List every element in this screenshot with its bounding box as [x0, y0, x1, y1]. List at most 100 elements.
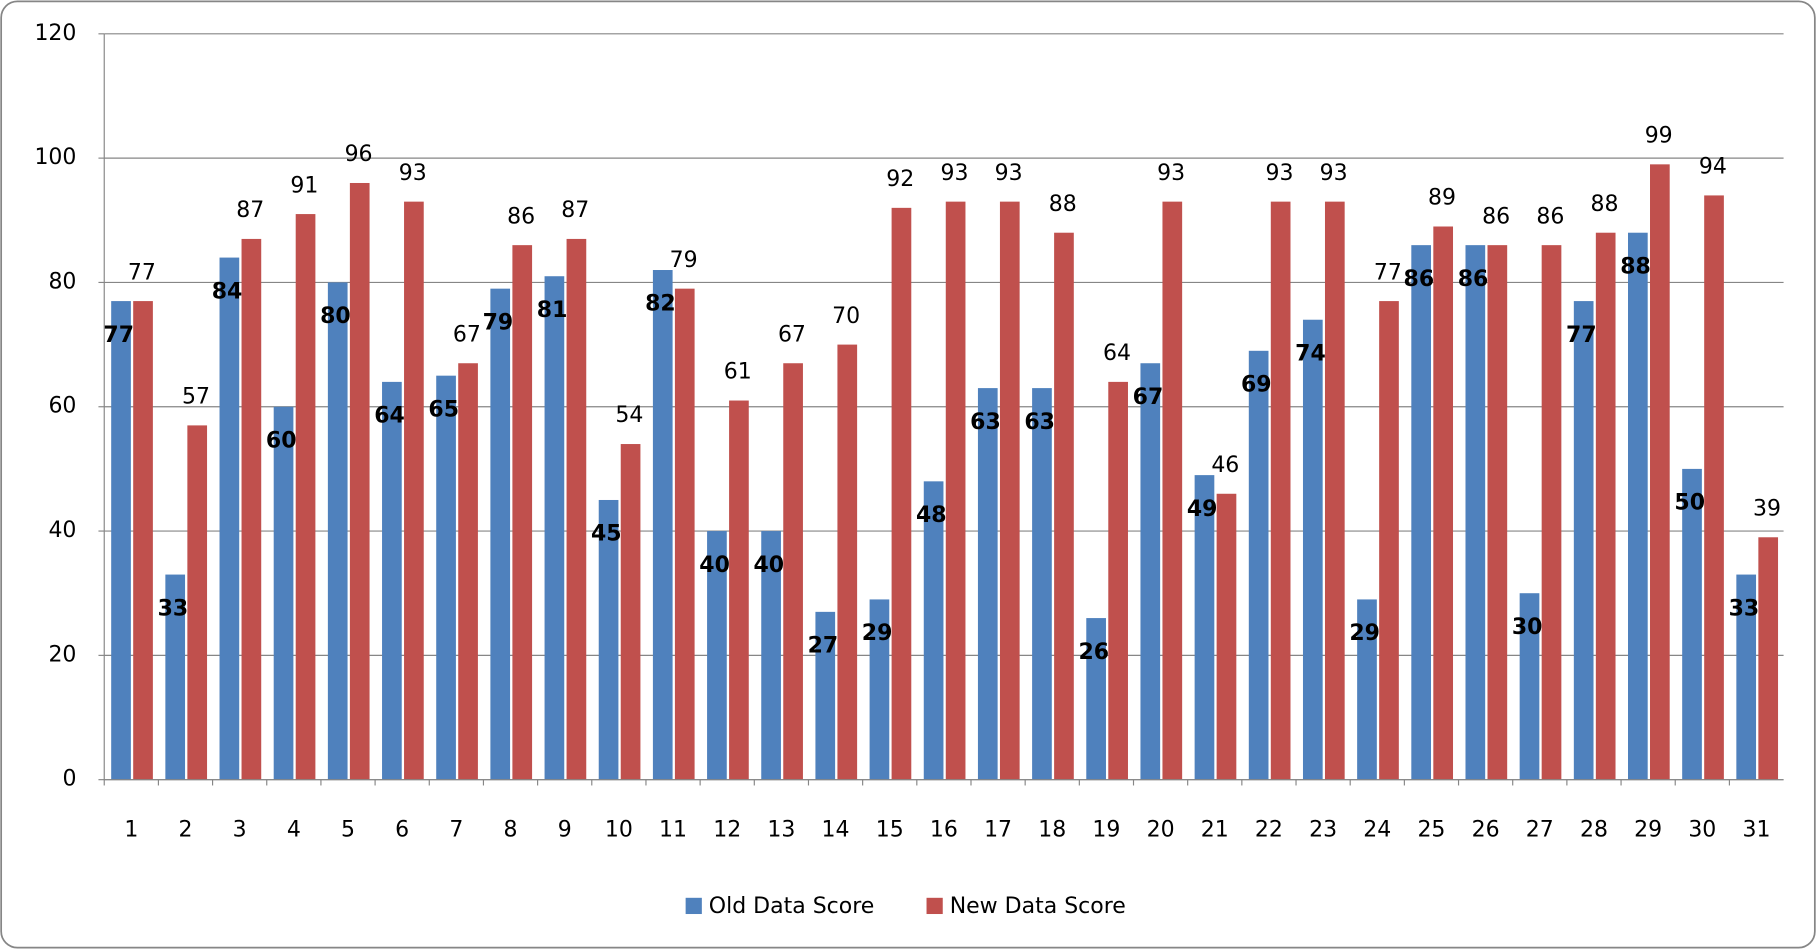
- x-tick-label: 18: [1038, 818, 1066, 843]
- bar: [165, 574, 186, 780]
- bar: [490, 288, 511, 780]
- bar: [241, 238, 262, 780]
- data-label: 54: [615, 403, 643, 428]
- data-label: 96: [345, 142, 373, 167]
- bar: [620, 444, 641, 780]
- bar: [566, 238, 587, 780]
- data-label: 70: [832, 304, 860, 329]
- data-label: 93: [1157, 161, 1185, 186]
- bar: [404, 201, 424, 780]
- data-label: 79: [670, 248, 698, 273]
- y-tick-label: 0: [62, 767, 76, 792]
- y-tick-label: 80: [48, 269, 76, 294]
- bar: [869, 599, 890, 780]
- data-label: 86: [1536, 204, 1564, 229]
- x-tick-label: 9: [558, 818, 572, 843]
- data-label: 88: [1591, 192, 1619, 217]
- x-tick-label: 31: [1742, 818, 1770, 843]
- x-tick-label: 21: [1201, 818, 1229, 843]
- bar: [923, 481, 944, 780]
- x-tick-label: 10: [605, 818, 633, 843]
- data-label: 77: [103, 323, 134, 348]
- data-label: 69: [1241, 373, 1272, 398]
- data-label: 93: [399, 161, 427, 186]
- data-label: 57: [182, 385, 210, 410]
- data-label: 86: [1404, 267, 1435, 292]
- legend-label: Old Data Score: [709, 894, 875, 919]
- data-label: 79: [483, 310, 514, 335]
- x-tick-label: 30: [1688, 818, 1716, 843]
- y-tick-label: 20: [48, 642, 76, 667]
- bar: [436, 375, 456, 780]
- bar: [1487, 245, 1508, 780]
- bar: [652, 270, 673, 780]
- x-tick-label: 25: [1417, 818, 1445, 843]
- data-label: 99: [1645, 124, 1673, 149]
- bar: [761, 531, 781, 780]
- data-label: 87: [236, 198, 264, 223]
- data-label: 82: [645, 292, 676, 317]
- x-tick-label: 22: [1255, 818, 1283, 843]
- bar: [707, 531, 727, 780]
- x-tick-label: 23: [1309, 818, 1337, 843]
- bar: [1758, 537, 1779, 780]
- x-tick-label: 13: [767, 818, 795, 843]
- x-tick-label: 4: [287, 818, 301, 843]
- data-label: 45: [591, 522, 622, 547]
- data-label: 87: [561, 198, 589, 223]
- data-label: 84: [212, 279, 243, 304]
- data-label: 88: [1049, 192, 1077, 217]
- bar: [512, 245, 533, 780]
- bar: [783, 363, 803, 780]
- bar: [729, 400, 749, 780]
- data-label: 92: [886, 167, 914, 192]
- x-tick-label: 28: [1580, 818, 1608, 843]
- x-tick-label: 17: [984, 818, 1012, 843]
- bar: [1628, 232, 1648, 780]
- data-label: 39: [1753, 496, 1781, 521]
- bar: [891, 207, 912, 780]
- bar: [945, 201, 966, 780]
- data-label: 60: [266, 428, 297, 453]
- bar: [1248, 350, 1269, 780]
- data-label: 29: [1349, 621, 1380, 646]
- x-tick-label: 1: [124, 818, 138, 843]
- bar: [815, 611, 836, 780]
- bar: [1194, 475, 1215, 780]
- data-label: 29: [862, 621, 893, 646]
- data-label: 67: [453, 322, 481, 347]
- bar: [1324, 201, 1345, 780]
- x-tick-label: 2: [178, 818, 192, 843]
- data-label: 27: [808, 634, 839, 659]
- data-label: 33: [158, 596, 189, 621]
- x-tick-label: 27: [1526, 818, 1554, 843]
- bar: [219, 257, 240, 780]
- bar: [598, 499, 619, 780]
- bar: [349, 182, 370, 780]
- bar: [999, 201, 1020, 780]
- y-tick-label: 40: [48, 518, 76, 543]
- y-tick-label: 100: [34, 145, 76, 170]
- x-tick-label: 3: [233, 818, 247, 843]
- x-tick-label: 11: [659, 818, 687, 843]
- x-tick-label: 12: [713, 818, 741, 843]
- bar: [1357, 599, 1377, 780]
- bar: [1054, 232, 1074, 780]
- data-label: 80: [320, 304, 351, 329]
- bar: [674, 288, 695, 780]
- y-tick-label: 120: [34, 21, 76, 46]
- legend-label: New Data Score: [950, 894, 1126, 919]
- data-label: 63: [1024, 410, 1055, 435]
- data-label: 65: [428, 397, 459, 422]
- data-label: 77: [1566, 323, 1597, 348]
- x-tick-label: 24: [1363, 818, 1391, 843]
- bar: [1736, 574, 1757, 780]
- bar: [1650, 164, 1670, 780]
- bar: [1108, 381, 1128, 780]
- data-label: 67: [1133, 385, 1164, 410]
- bar: [1140, 363, 1161, 780]
- bar: [1086, 618, 1106, 780]
- bar: [544, 276, 565, 780]
- legend-swatch: [685, 897, 702, 915]
